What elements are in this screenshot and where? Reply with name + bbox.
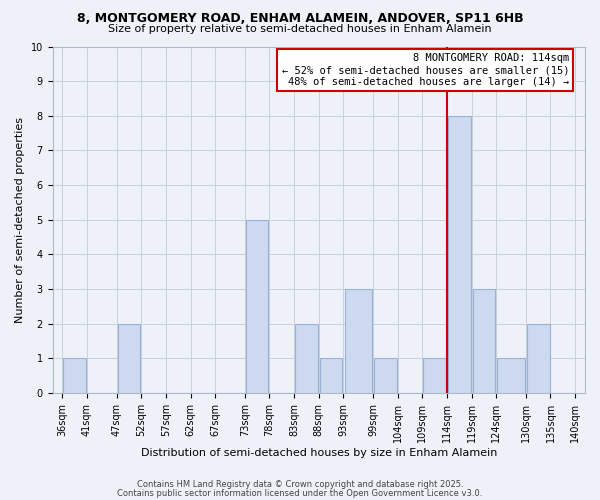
- Bar: [246, 220, 268, 393]
- Text: 8, MONTGOMERY ROAD, ENHAM ALAMEIN, ANDOVER, SP11 6HB: 8, MONTGOMERY ROAD, ENHAM ALAMEIN, ANDOV…: [77, 12, 523, 26]
- Bar: [527, 324, 550, 393]
- Bar: [64, 358, 86, 393]
- Bar: [473, 289, 495, 393]
- Bar: [320, 358, 343, 393]
- Text: Contains public sector information licensed under the Open Government Licence v3: Contains public sector information licen…: [118, 488, 482, 498]
- Bar: [423, 358, 446, 393]
- X-axis label: Distribution of semi-detached houses by size in Enham Alamein: Distribution of semi-detached houses by …: [140, 448, 497, 458]
- Bar: [448, 116, 470, 393]
- Bar: [497, 358, 524, 393]
- Text: Contains HM Land Registry data © Crown copyright and database right 2025.: Contains HM Land Registry data © Crown c…: [137, 480, 463, 489]
- Y-axis label: Number of semi-detached properties: Number of semi-detached properties: [15, 116, 25, 322]
- Bar: [344, 289, 372, 393]
- Text: 8 MONTGOMERY ROAD: 114sqm
← 52% of semi-detached houses are smaller (15)
48% of : 8 MONTGOMERY ROAD: 114sqm ← 52% of semi-…: [281, 54, 569, 86]
- Bar: [118, 324, 140, 393]
- Bar: [374, 358, 397, 393]
- Text: Size of property relative to semi-detached houses in Enham Alamein: Size of property relative to semi-detach…: [108, 24, 492, 34]
- Bar: [295, 324, 318, 393]
